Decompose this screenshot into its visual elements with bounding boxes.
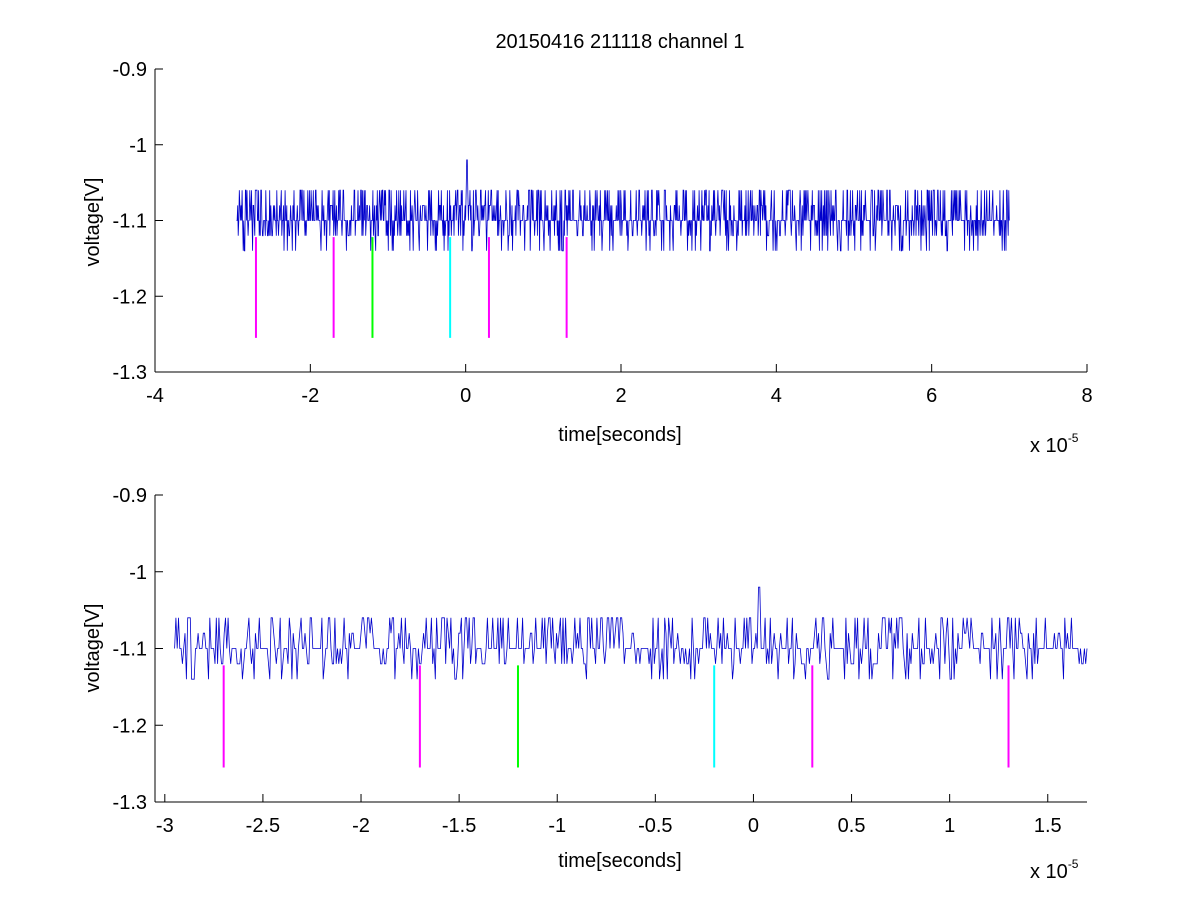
x-tick-label: -1.5 (442, 815, 476, 837)
x-tick-label: 6 (926, 385, 937, 407)
x-tick-label: 0 (460, 385, 471, 407)
y-tick-label: -1.1 (113, 211, 147, 233)
x-multiplier: x 10-5 (1030, 431, 1079, 457)
x-tick-label: -0.5 (638, 815, 672, 837)
x-axis-label: time[seconds] (558, 424, 681, 446)
y-tick-label: -1 (129, 135, 147, 157)
x-tick-label: 0.5 (838, 815, 866, 837)
x-multiplier-exponent: -5 (1068, 857, 1079, 871)
y-tick-label: -1.2 (113, 715, 147, 737)
y-tick-label: -0.9 (113, 485, 147, 507)
y-tick-label: -1 (129, 562, 147, 584)
panel-top: time[seconds] voltage[V] x 10-5 -4 -2 0 2 4 6… (82, 59, 1093, 457)
x-tick-label: 8 (1081, 385, 1092, 407)
x-multiplier-exponent: -5 (1068, 431, 1079, 445)
y-tick-label: -1.1 (113, 639, 147, 661)
x-tick-label: -2 (352, 815, 370, 837)
x-tick-label: 4 (771, 385, 782, 407)
x-tick-label: -2.5 (246, 815, 280, 837)
x-tick-label: 0 (748, 815, 759, 837)
y-tick-label: -1.2 (113, 286, 147, 308)
y-tick-label: -1.3 (113, 792, 147, 814)
x-axis-label: time[seconds] (558, 850, 681, 872)
x-multiplier-base: x 10 (1030, 861, 1068, 883)
x-tick-label: -2 (301, 385, 319, 407)
y-tick-label: -0.9 (113, 59, 147, 81)
x-multiplier-base: x 10 (1030, 435, 1068, 457)
panel-bottom: time[seconds] voltage[V] x 10-5 -3 -2.5 -2… (82, 485, 1088, 883)
signal-trace (174, 586, 1088, 680)
x-tick-label: -4 (146, 385, 164, 407)
y-axis-label: voltage[V] (82, 178, 104, 267)
figure-title: 20150416 211118 channel 1 (495, 31, 744, 53)
x-tick-label: -3 (156, 815, 174, 837)
x-tick-label: 1.5 (1034, 815, 1062, 837)
y-tick-label: -1.3 (113, 362, 147, 384)
x-tick-label: -1 (548, 815, 566, 837)
x-tick-label: 1 (944, 815, 955, 837)
signal-trace (236, 159, 1010, 252)
x-multiplier: x 10-5 (1030, 857, 1079, 883)
y-axis-label: voltage[V] (82, 604, 104, 693)
x-tick-label: 2 (615, 385, 626, 407)
